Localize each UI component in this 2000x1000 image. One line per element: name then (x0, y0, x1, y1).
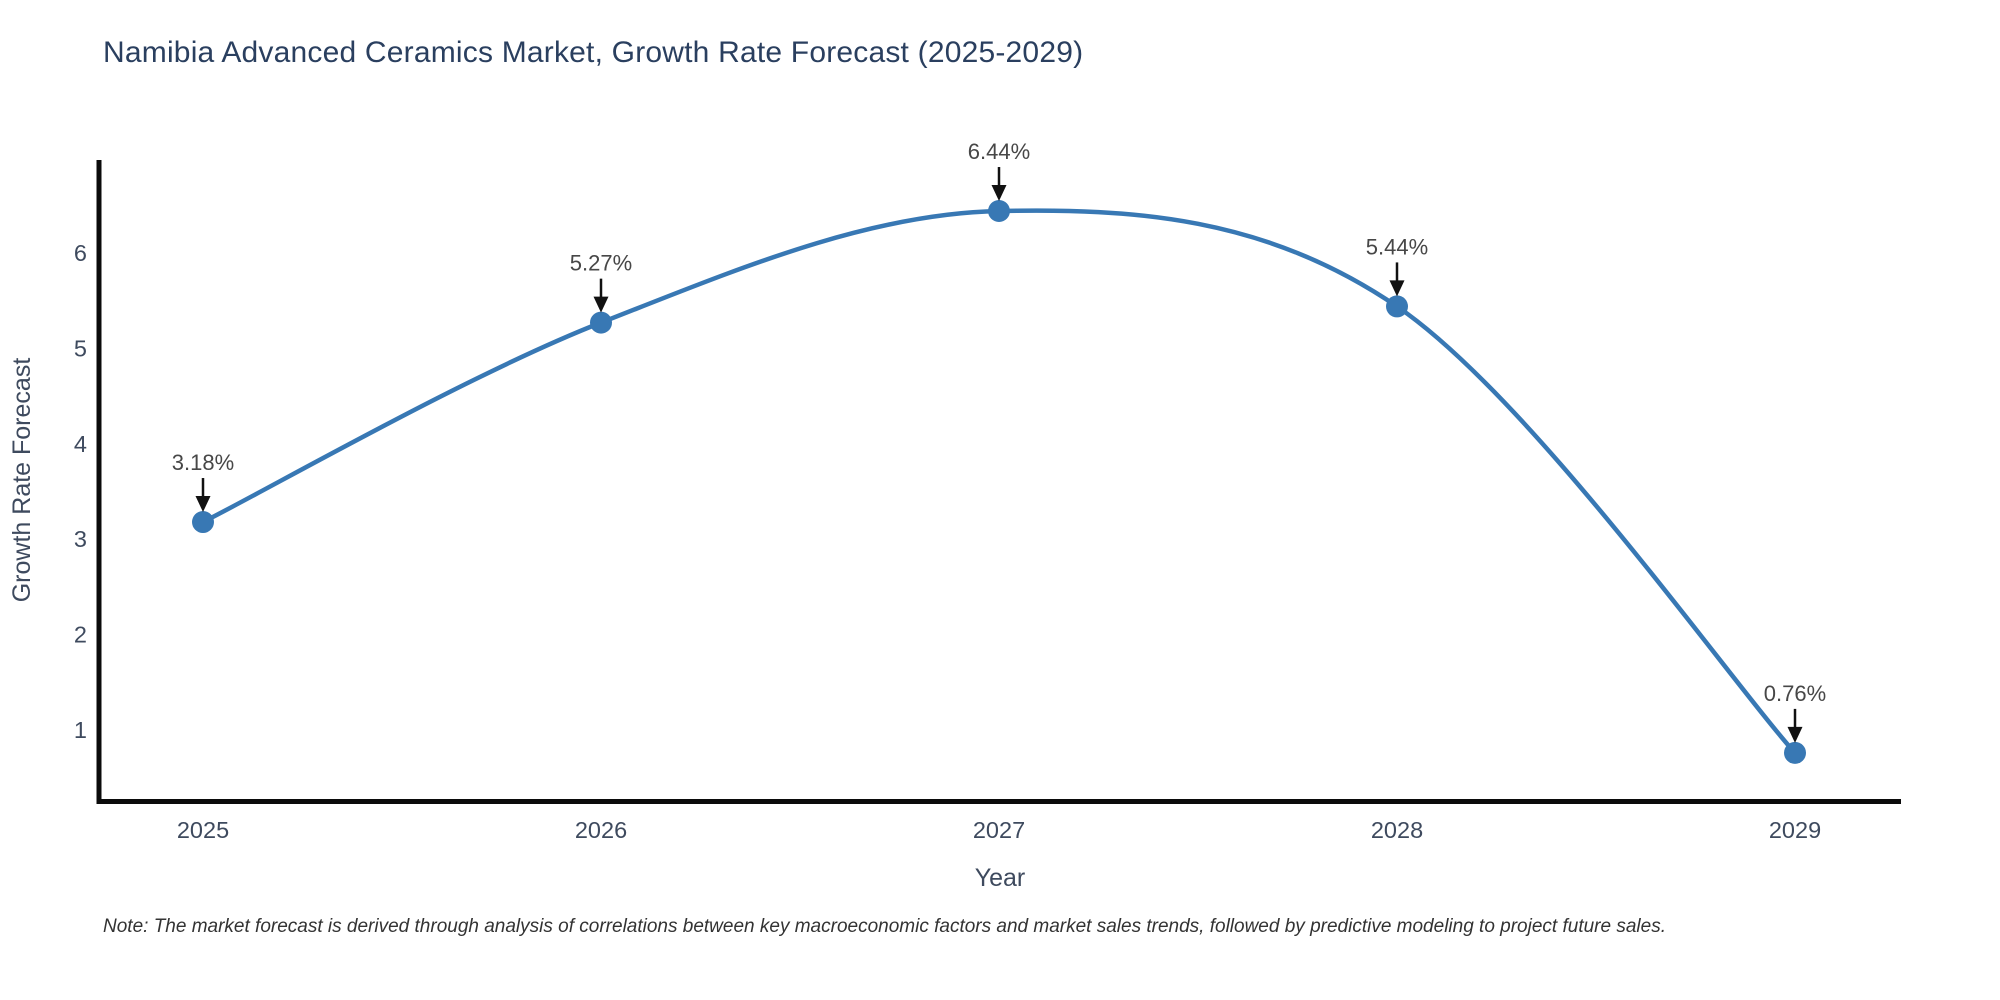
y-axis-title: Growth Rate Forecast (8, 358, 36, 603)
data-point-label: 3.18% (172, 450, 234, 475)
y-tick-label: 6 (74, 240, 87, 266)
data-point-2025[interactable] (192, 511, 214, 534)
y-tick-label: 4 (74, 431, 87, 457)
data-point-label: 5.27% (570, 251, 632, 276)
data-point-label: 5.44% (1366, 234, 1428, 259)
x-axis-title: Year (975, 864, 1026, 892)
data-point-label: 6.44% (968, 139, 1030, 164)
axes-layer (96, 160, 1901, 804)
annotation-layer: 3.18% 5.27% 6.44% 5.44% 0.76% (172, 139, 1826, 743)
y-tick-label: 5 (74, 335, 87, 361)
x-tick-label: 2025 (177, 817, 229, 843)
y-tick-label: 1 (74, 717, 87, 743)
x-tick-label: 2028 (1371, 817, 1423, 843)
data-point-2028[interactable] (1386, 295, 1408, 318)
footnote: Note: The market forecast is derived thr… (103, 916, 1666, 937)
annotation-arrow-head (593, 296, 609, 313)
y-tick-label: 3 (74, 526, 87, 552)
annotation-arrow-head (195, 496, 211, 513)
x-tick-label: 2026 (575, 817, 627, 843)
series-layer (192, 200, 1806, 764)
chart-title: Namibia Advanced Ceramics Market, Growth… (103, 36, 1084, 69)
y-tick-label: 2 (74, 622, 87, 648)
x-tick-label: 2029 (1769, 817, 1821, 843)
series-line (200, 208, 1798, 756)
annotation-arrow-head (991, 185, 1007, 202)
ticks-layer: 1 2 3 4 5 6 2025 2026 2027 2028 2029 (74, 240, 1821, 843)
data-point-label: 0.76% (1764, 681, 1826, 706)
annotation-arrow-head (1389, 280, 1405, 297)
data-point-2026[interactable] (590, 311, 612, 334)
data-point-2029[interactable] (1784, 741, 1806, 764)
x-tick-label: 2027 (973, 817, 1025, 843)
data-point-2027[interactable] (988, 200, 1010, 223)
annotation-arrow-head (1787, 726, 1803, 743)
